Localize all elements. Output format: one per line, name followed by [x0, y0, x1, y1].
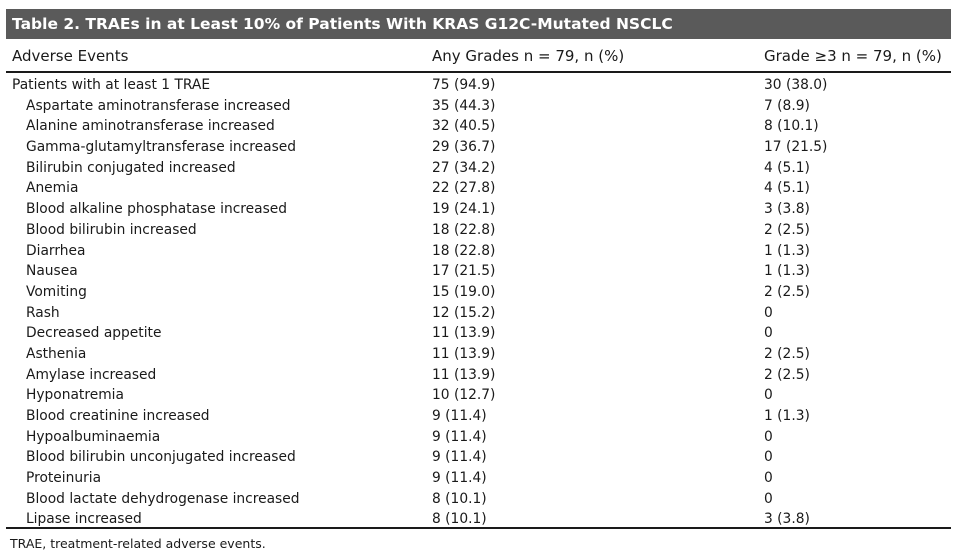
cell-grade-3: 4 (5.1) [764, 159, 810, 176]
cell-grade-3: 2 (2.5) [764, 366, 810, 383]
table-row: Bilirubin conjugated increased 27 (34.2) 4… [6, 158, 951, 179]
cell-any-grades: 18 (22.8) [432, 221, 496, 238]
cell-grade-3: 2 (2.5) [764, 345, 810, 362]
cell-adverse-event: Vomiting [26, 283, 87, 300]
cell-any-grades: 9 (11.4) [432, 408, 487, 424]
cell-grade-3: 17 (21.5) [764, 139, 828, 156]
cell-adverse-event: Nausea [26, 263, 78, 280]
cell-grade-3: 8 (10.1) [764, 118, 819, 135]
cell-any-grades: 11 (13.9) [432, 325, 496, 342]
table-row: Rash 12 (15.2) 0 [6, 303, 951, 324]
cell-adverse-event: Alanine aminotransferase increased [26, 118, 275, 135]
cell-adverse-event: Amylase increased [26, 366, 157, 383]
cell-adverse-event: Asthenia [26, 345, 87, 362]
table-row: Blood bilirubin increased 18 (22.8) 2 (2.5… [6, 220, 951, 241]
table-row: Anemia 22 (27.8) 4 (5.1) [6, 178, 951, 199]
cell-grade-3: 0 [764, 304, 773, 321]
cell-grade-3: 0 [764, 470, 773, 487]
table-row: Hyponatremia 10 (12.7) 0 [6, 385, 951, 406]
cell-any-grades: 11 (13.9) [432, 345, 496, 362]
cell-adverse-event: Bilirubin conjugated increased [26, 159, 236, 176]
table-row: Gamma-glutamyltransferase increased 29 (3… [6, 137, 951, 158]
cell-any-grades: 9 (11.4) [432, 449, 487, 466]
cell-any-grades: 32 (40.5) [432, 118, 496, 135]
cell-grade-3: 0 [764, 490, 773, 507]
cell-any-grades: 27 (34.2) [432, 159, 496, 176]
cell-any-grades: 10 (12.7) [432, 387, 496, 404]
cell-adverse-event: Rash [26, 304, 60, 321]
table-row: Blood creatinine increased 9 (11.4) 1 (1.3… [6, 406, 951, 427]
table-row: Blood alkaline phosphatase increased 19 (… [6, 199, 951, 220]
cell-any-grades: 12 (15.2) [432, 304, 496, 321]
table-row: Patients with at least 1 TRAE 75 (94.9) 30… [6, 75, 951, 96]
cell-any-grades: 19 (24.1) [432, 201, 496, 218]
cell-any-grades: 11 (13.9) [432, 366, 496, 383]
table-row: Blood bilirubin unconjugated increased 9 … [6, 447, 951, 468]
cell-adverse-event: Blood alkaline phosphatase increased [26, 201, 288, 218]
cell-adverse-event: Decreased appetite [26, 325, 162, 342]
cell-grade-3: 2 (2.5) [764, 283, 810, 300]
cell-grade-3: 0 [764, 449, 773, 466]
cell-grade-3: 1 (1.3) [764, 408, 810, 424]
table-row: Blood lactate dehydrogenase increased 8 (… [6, 489, 951, 510]
table-row: Nausea 17 (21.5) 1 (1.3) [6, 261, 951, 282]
table-footnote: TRAE, treatment-related adverse events. [10, 536, 266, 551]
table-title: Table 2. TRAEs in at Least 10% of Patien… [6, 9, 951, 39]
cell-any-grades: 29 (36.7) [432, 139, 496, 156]
table-row: Vomiting 15 (19.0) 2 (2.5) [6, 282, 951, 303]
cell-adverse-event: Gamma-glutamyltransferase increased [26, 139, 297, 156]
cell-any-grades: 8 (10.1) [432, 490, 487, 507]
cell-grade-3: 3 (3.8) [764, 201, 810, 218]
cell-grade-3: 3 (3.8) [764, 511, 810, 528]
cell-adverse-event: Blood creatinine increased [26, 408, 210, 424]
cell-grade-3: 0 [764, 428, 773, 445]
table-row: Hypoalbuminaemia 9 (11.4) 0 [6, 427, 951, 448]
table-row: Amylase increased 11 (13.9) 2 (2.5) [6, 365, 951, 386]
table-body: Patients with at least 1 TRAE 75 (94.9) 30… [6, 75, 951, 530]
table-row: Asthenia 11 (13.9) 2 (2.5) [6, 344, 951, 365]
table-row: Alanine aminotransferase increased 32 (40… [6, 116, 951, 137]
cell-any-grades: 35 (44.3) [432, 97, 496, 114]
table-bottom-rule [6, 527, 951, 529]
cell-grade-3: 1 (1.3) [764, 263, 810, 280]
cell-adverse-event: Blood lactate dehydrogenase increased [26, 490, 300, 507]
cell-any-grades: 9 (11.4) [432, 470, 487, 487]
header-any-grades: Any Grades n = 79, n (%) [432, 47, 625, 65]
cell-adverse-event: Aspartate aminotransferase increased [26, 97, 291, 114]
cell-adverse-event: Diarrhea [26, 242, 86, 259]
cell-adverse-event: Lipase increased [26, 511, 142, 528]
table-row: Proteinuria 9 (11.4) 0 [6, 468, 951, 489]
cell-grade-3: 7 (8.9) [764, 97, 810, 114]
cell-grade-3: 30 (38.0) [764, 77, 828, 93]
table-row: Decreased appetite 11 (13.9) 0 [6, 323, 951, 344]
cell-grade-3: 2 (2.5) [764, 221, 810, 238]
table-row: Aspartate aminotransferase increased 35 (… [6, 96, 951, 117]
cell-adverse-event: Proteinuria [26, 470, 102, 487]
cell-grade-3: 0 [764, 325, 773, 342]
cell-any-grades: 17 (21.5) [432, 263, 496, 280]
cell-adverse-event: Blood bilirubin unconjugated increased [26, 449, 296, 466]
cell-any-grades: 8 (10.1) [432, 511, 487, 528]
table-row: Lipase increased 8 (10.1) 3 (3.8) [6, 509, 951, 530]
cell-adverse-event: Hypoalbuminaemia [26, 428, 161, 445]
cell-any-grades: 18 (22.8) [432, 242, 496, 259]
cell-any-grades: 9 (11.4) [432, 428, 487, 445]
cell-adverse-event: Hyponatremia [26, 387, 124, 404]
header-adverse-events: Adverse Events [12, 47, 129, 65]
header-grade-3: Grade ≥3 n = 79, n (%) [764, 47, 942, 65]
cell-adverse-event: Anemia [26, 180, 79, 197]
cell-any-grades: 22 (27.8) [432, 180, 496, 197]
cell-grade-3: 1 (1.3) [764, 242, 810, 259]
cell-grade-3: 0 [764, 387, 773, 404]
table-header-row: Adverse Events Any Grades n = 79, n (%) … [6, 42, 951, 73]
cell-any-grades: 15 (19.0) [432, 283, 496, 300]
cell-adverse-event: Blood bilirubin increased [26, 221, 197, 238]
table-row: Diarrhea 18 (22.8) 1 (1.3) [6, 241, 951, 262]
cell-adverse-event: Patients with at least 1 TRAE [12, 77, 211, 93]
cell-any-grades: 75 (94.9) [432, 77, 496, 93]
cell-grade-3: 4 (5.1) [764, 180, 810, 197]
